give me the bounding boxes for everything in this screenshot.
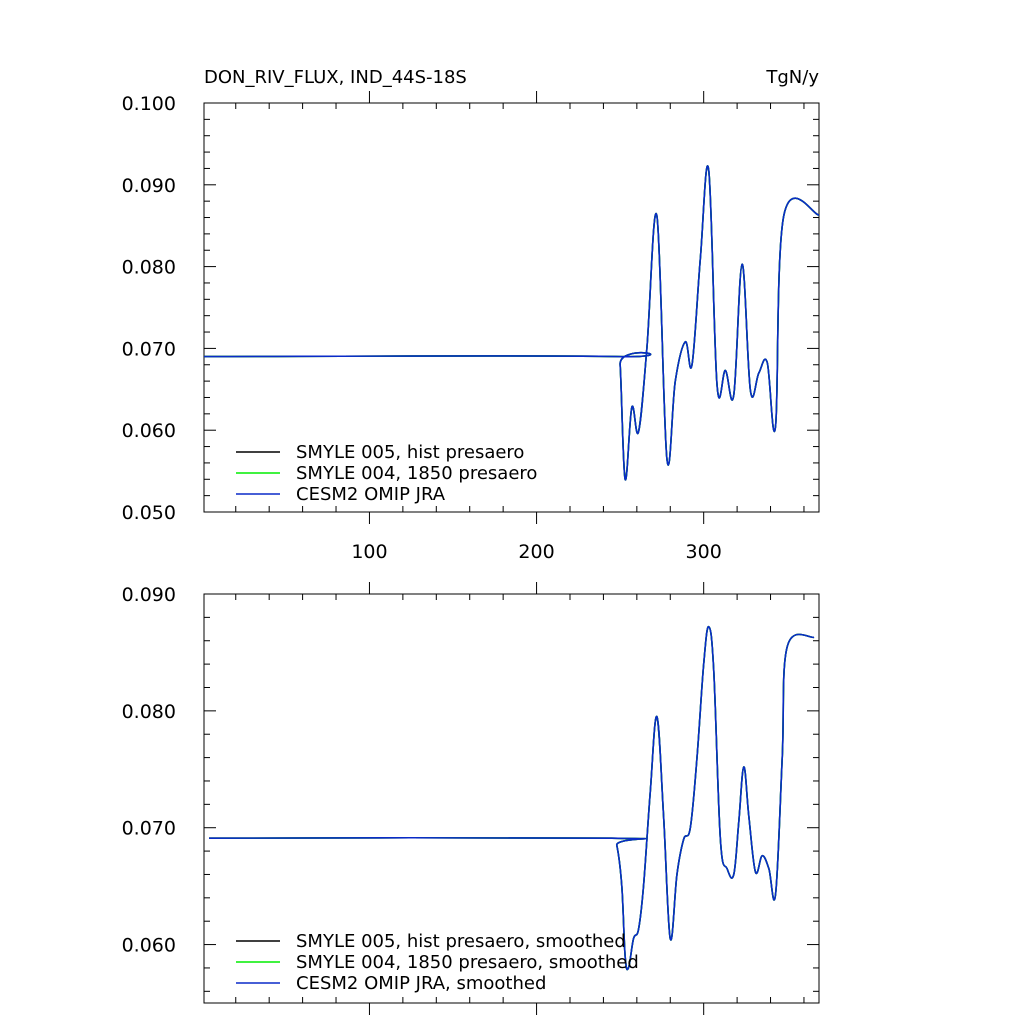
series-line-3 xyxy=(209,625,815,971)
y-tick-label: 0.070 xyxy=(122,338,176,360)
series-line-1 xyxy=(209,625,815,971)
tick-marks xyxy=(204,91,819,524)
legend-label-2: SMYLE 004, 1850 presaero, smoothed xyxy=(296,952,639,973)
legend-label-1: SMYLE 005, hist presaero, smoothed xyxy=(296,931,626,952)
y-tick-label: 0.080 xyxy=(122,257,176,279)
bottom-panel: 0.060 0.070 0.080 0.090 SMYLE 005, hist pres… xyxy=(122,582,820,1015)
y-tick-label: 0.080 xyxy=(122,701,176,723)
y-tick-label: 0.060 xyxy=(122,420,176,442)
y-tick-label: 0.090 xyxy=(122,584,176,606)
legend-label-1: SMYLE 005, hist presaero xyxy=(296,442,524,463)
top-panel: DON_RIV_FLUX, IND_44S-18S TgN/y 0.050 0.060… xyxy=(122,67,820,563)
legend: SMYLE 005, hist presaero, smoothedSMYLE … xyxy=(236,931,639,994)
series-line-3 xyxy=(204,165,819,481)
x-tick-label: 100 xyxy=(351,541,387,563)
y-tick-label: 0.050 xyxy=(122,502,176,524)
series-line-2 xyxy=(209,625,815,971)
plot-frame xyxy=(203,593,820,1004)
y-tick-label: 0.100 xyxy=(122,93,176,115)
units-label: TgN/y xyxy=(765,67,819,88)
y-tick-label: 0.070 xyxy=(122,818,176,840)
legend-label-3: CESM2 OMIP JRA xyxy=(296,484,446,505)
tick-marks xyxy=(204,582,819,1015)
chart-title: DON_RIV_FLUX, IND_44S-18S xyxy=(204,67,467,88)
legend-label-2: SMYLE 004, 1850 presaero xyxy=(296,463,537,484)
plot-frame xyxy=(203,102,820,513)
y-tick-label: 0.090 xyxy=(122,175,176,197)
series-line-2 xyxy=(204,165,819,481)
series-line-1 xyxy=(204,165,819,481)
x-tick-label: 200 xyxy=(518,541,554,563)
x-tick-label: 300 xyxy=(686,541,722,563)
legend-label-3: CESM2 OMIP JRA, smoothed xyxy=(296,973,546,994)
y-tick-label: 0.060 xyxy=(122,935,176,957)
